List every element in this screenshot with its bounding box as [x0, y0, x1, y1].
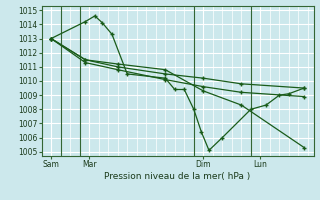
- X-axis label: Pression niveau de la mer( hPa ): Pression niveau de la mer( hPa ): [104, 172, 251, 181]
